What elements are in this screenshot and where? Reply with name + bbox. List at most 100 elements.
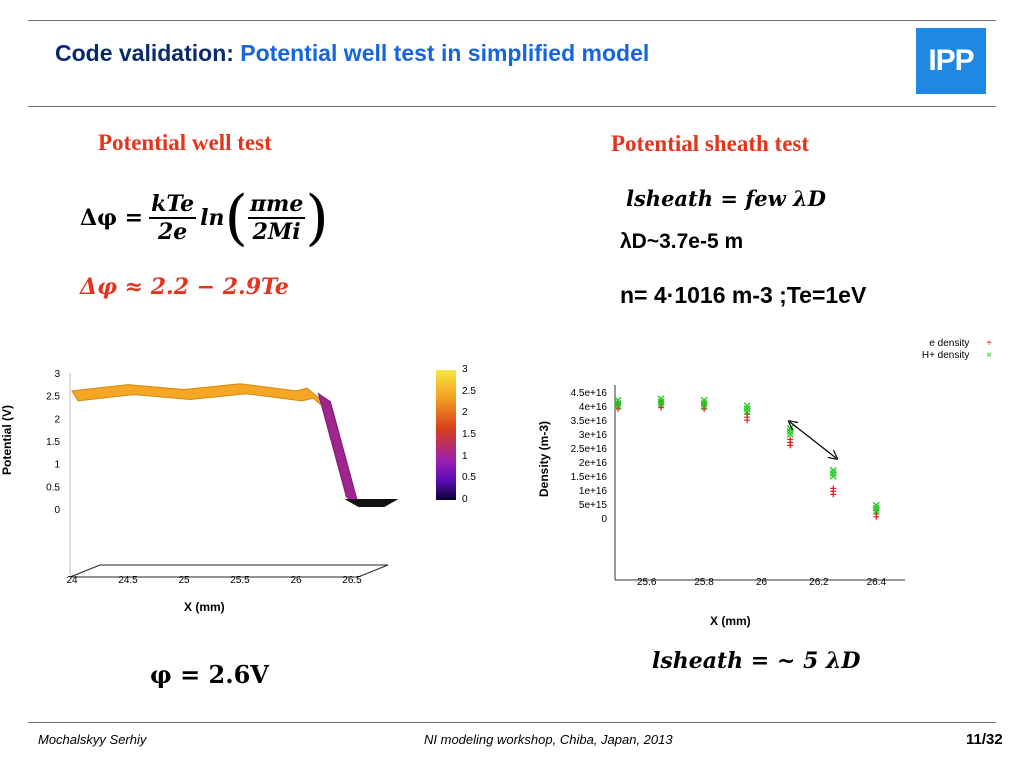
surface-drop-wall <box>317 392 360 507</box>
colorbar-tick-label: 2 <box>462 407 468 419</box>
y-tick-label: 3.5e+16 <box>571 416 608 427</box>
left-xlabel: X (mm) <box>184 600 225 614</box>
x-tick-label: 26.4 <box>867 577 887 588</box>
title-prefix: Code validation: <box>55 40 234 66</box>
x-tick-label: 25.6 <box>637 577 657 588</box>
top-rule <box>28 20 996 21</box>
h-density-point <box>614 396 622 404</box>
plus-marker-icon: + <box>986 338 992 349</box>
surface-plateau <box>71 383 325 409</box>
author-name: Mochalskyy Serhiy <box>38 732 147 747</box>
x-tick-labels: 25.6 25.8 26 26.2 26.4 <box>637 577 887 588</box>
surface-floor <box>344 499 399 507</box>
h-density-point <box>657 398 665 406</box>
y-tick-labels: 0 0.5 1 1.5 2 2.5 3 <box>46 369 60 516</box>
left-heading: Potential well test <box>98 130 272 155</box>
colorbar-tick-label: 0.5 <box>462 472 476 484</box>
legend-label: e density <box>929 338 970 349</box>
sheath-arrow <box>790 422 836 458</box>
right-paren: ) <box>305 183 329 253</box>
colorbar-ticks: 0 0.5 1 1.5 2 2.5 3 <box>462 364 502 506</box>
h-density-point <box>872 504 880 512</box>
x-tick-label: 26.2 <box>809 577 829 588</box>
y-tick-label: 1.5e+16 <box>571 472 608 483</box>
left-paren: ( <box>224 183 248 253</box>
e-density-point <box>744 417 751 424</box>
cross-marker-icon: × <box>986 350 992 361</box>
y-tick-label: 0 <box>601 514 607 525</box>
h-density-point <box>829 472 837 480</box>
right-ylabel: Density (m-3) <box>537 420 552 498</box>
e-density-point <box>873 513 880 520</box>
y-tick-label: 4e+16 <box>579 402 608 413</box>
left-ylabel: Potential (V) <box>0 404 15 476</box>
fraction-pime-2mi: πme 2Mi <box>247 191 306 245</box>
right-heading: Potential sheath test <box>611 131 810 156</box>
h-density-point <box>829 469 837 477</box>
legend-item-e-density: e density + <box>929 338 992 349</box>
fraction-kte-2e: kTe 2e <box>149 191 197 245</box>
formula-lhs: Δφ = <box>80 205 144 231</box>
y-tick-label: 2 <box>54 414 60 425</box>
y-tick-label: 0.5 <box>46 482 60 493</box>
colorbar-tick-label: 0 <box>462 494 468 505</box>
colorbar <box>436 370 456 500</box>
data-points <box>614 395 880 520</box>
density-temperature-line: n= 4·1016 m-3 ;Te=1eV <box>620 282 867 308</box>
h-density-point <box>657 401 665 409</box>
fraction-denominator: 2Mi <box>252 219 301 245</box>
title-main: Potential well test in simplified model <box>240 40 650 66</box>
phi-result: φ = 2.6V <box>150 660 269 689</box>
x-tick-label: 26 <box>756 577 768 588</box>
x-tick-label: 24 <box>66 575 78 586</box>
x-tick-label: 26.5 <box>342 575 362 586</box>
y-tick-label: 3 <box>54 369 60 380</box>
legend-item-h-density: H+ density × <box>922 350 992 361</box>
event-name: NI modeling workshop, Chiba, Japan, 2013 <box>424 732 673 747</box>
y-tick-label: 2.5 <box>46 392 60 403</box>
h-density-point <box>614 402 622 410</box>
y-tick-label: 1e+16 <box>579 486 608 497</box>
h-density-point <box>700 396 708 404</box>
floor-plane <box>69 564 389 578</box>
lsheath-formula: lsheath = few λD <box>626 186 826 211</box>
page-number: 11/32 <box>966 731 1003 748</box>
e-density-point <box>830 491 837 498</box>
chart-legend: e density + H+ density × <box>880 338 1000 364</box>
potential-surface-chart: 0 0.5 1 1.5 2 2.5 3 24 24.5 25 25.5 26 26.5 <box>46 369 399 586</box>
legend-label: H+ density <box>921 350 970 361</box>
y-tick-label: 5e+15 <box>579 500 608 511</box>
fraction-numerator: kTe <box>149 191 197 219</box>
fraction-numerator: πme <box>247 191 306 219</box>
h-density-point <box>743 408 751 416</box>
x-tick-label: 25.8 <box>694 577 714 588</box>
colorbar-tick-label: 1 <box>462 450 468 462</box>
footer-rule <box>28 722 996 723</box>
colorbar-tick-label: 1.5 <box>462 429 476 440</box>
y-tick-label: 4.5e+16 <box>571 388 608 399</box>
lambda-debye-value: λD~3.7e-5 m <box>620 230 744 253</box>
right-xlabel: X (mm) <box>710 614 751 628</box>
header-rule <box>28 106 996 107</box>
fraction-denominator: 2e <box>157 219 188 245</box>
y-tick-label: 2e+16 <box>579 458 608 469</box>
x-tick-label: 25 <box>178 575 190 586</box>
h-density-point <box>657 395 665 403</box>
x-tick-label: 25.5 <box>230 575 250 586</box>
h-density-point <box>743 405 751 413</box>
h-density-point <box>614 399 622 407</box>
h-density-point <box>829 466 837 474</box>
h-density-point <box>743 402 751 410</box>
slide-title: Code validation: Potential well test in … <box>55 40 649 67</box>
approx-formula: Δφ ≈ 2.2 − 2.9Te <box>80 274 289 300</box>
e-density-point <box>787 442 794 449</box>
ipp-logo: IPP <box>916 28 986 94</box>
y-tick-label: 1 <box>54 460 60 471</box>
h-density-point <box>872 507 880 515</box>
density-scatter-chart: 0 5e+15 1e+16 1.5e+16 2e+16 2.5e+16 3e+16 3.5e+… <box>571 385 905 588</box>
h-density-point <box>872 501 880 509</box>
x-tick-label: 24.5 <box>118 575 138 586</box>
ln-symbol: ln <box>200 205 225 231</box>
h-density-point <box>700 399 708 407</box>
colorbar-tick-label: 3 <box>462 364 468 375</box>
